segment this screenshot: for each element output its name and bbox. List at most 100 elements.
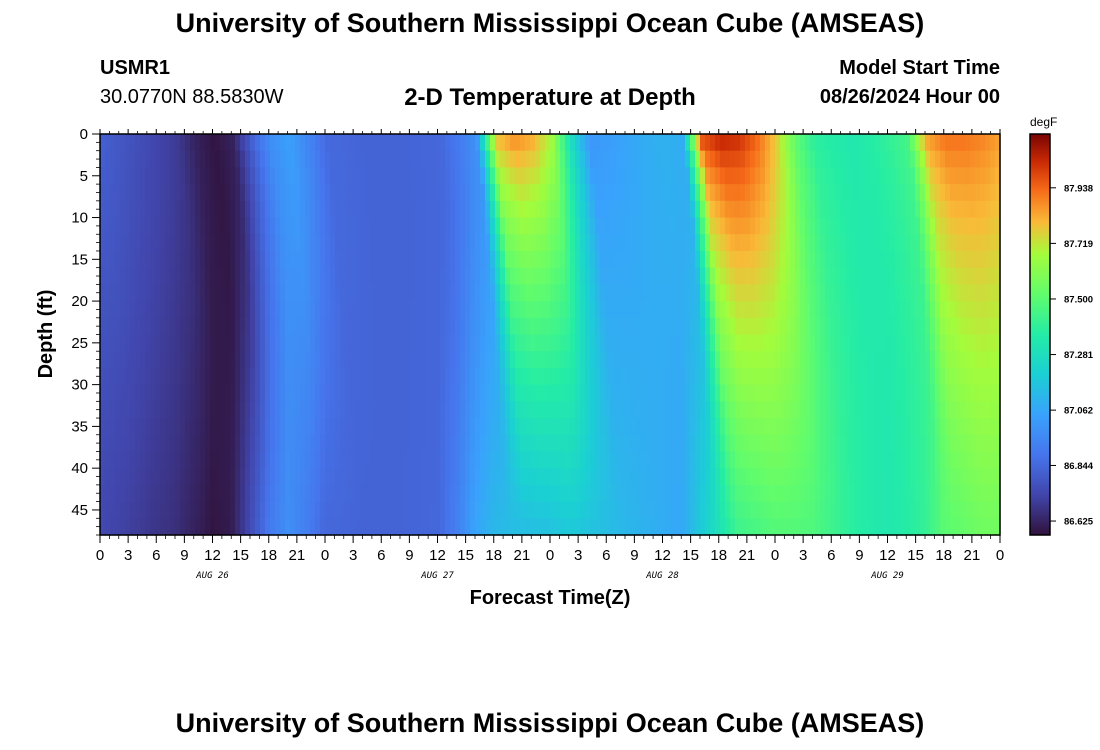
heatmap-cell (815, 401, 821, 419)
heatmap-cell (730, 134, 736, 152)
heatmap-cell (900, 367, 906, 386)
heatmap-cell (955, 234, 961, 252)
day-label: AUG 29 (870, 571, 904, 581)
heatmap-cell (575, 384, 581, 402)
heatmap-cell (880, 250, 886, 269)
heatmap-cell (125, 451, 131, 469)
heatmap-cell (240, 150, 246, 169)
heatmap-cell (195, 284, 201, 302)
heatmap-cell (495, 317, 501, 336)
heatmap-cell (695, 284, 701, 302)
heatmap-cell (135, 384, 141, 402)
heatmap-cell (345, 184, 351, 202)
heatmap-cell (890, 167, 896, 185)
heatmap-cell (555, 184, 561, 202)
heatmap-cell (395, 401, 401, 419)
heatmap-cell (165, 167, 171, 185)
heatmap-cell (160, 184, 166, 202)
heatmap-cell (735, 334, 741, 352)
heatmap-cell (335, 401, 341, 419)
heatmap-cell (390, 234, 396, 252)
heatmap-cell (345, 451, 351, 469)
heatmap-cell (520, 418, 526, 436)
heatmap-cell (675, 451, 681, 469)
heatmap-cell (995, 234, 1001, 252)
heatmap-cell (340, 284, 346, 302)
heatmap-cell (140, 234, 146, 252)
heatmap-cell (760, 217, 766, 235)
heatmap-cell (170, 501, 176, 519)
heatmap-cell (965, 418, 971, 436)
heatmap-cell (470, 234, 476, 252)
heatmap-cell (500, 468, 506, 486)
heatmap-cell (730, 367, 736, 386)
heatmap-cell (710, 167, 716, 185)
heatmap-cell (530, 217, 536, 235)
heatmap-cell (280, 434, 286, 453)
heatmap-cell (520, 267, 526, 285)
heatmap-cell (450, 468, 456, 486)
heatmap-cell (975, 367, 981, 386)
heatmap-cell (500, 384, 506, 402)
heatmap-cell (800, 267, 806, 285)
heatmap-cell (585, 167, 591, 185)
heatmap-cell (985, 384, 991, 402)
heatmap-cell (490, 267, 496, 285)
heatmap-cell (780, 484, 786, 503)
heatmap-cell (920, 418, 926, 436)
heatmap-cell (305, 250, 311, 269)
heatmap-cell (470, 351, 476, 369)
heatmap-cell (910, 301, 916, 319)
day-label: AUG 27 (420, 571, 454, 581)
heatmap-cell (410, 484, 416, 503)
heatmap-cell (245, 200, 251, 219)
heatmap-cell (340, 351, 346, 369)
heatmap-cell (205, 301, 211, 319)
x-tick-label: 0 (546, 547, 554, 564)
heatmap-cell (735, 200, 741, 219)
heatmap-cell (800, 418, 806, 436)
heatmap-cell (915, 200, 921, 219)
heatmap-cell (460, 401, 466, 419)
heatmap-cell (795, 451, 801, 469)
heatmap-cell (220, 284, 226, 302)
heatmap-cell (575, 418, 581, 436)
heatmap-cell (375, 134, 381, 152)
heatmap-cell (600, 418, 606, 436)
heatmap-cell (825, 418, 831, 436)
heatmap-cell (745, 468, 751, 486)
heatmap-cell (670, 301, 676, 319)
heatmap-cell (125, 184, 131, 202)
heatmap-cell (460, 184, 466, 202)
heatmap-cell (965, 184, 971, 202)
heatmap-cell (415, 200, 421, 219)
heatmap-cell (435, 134, 441, 152)
heatmap-cell (285, 451, 291, 469)
heatmap-cell (870, 501, 876, 519)
heatmap-cell (170, 401, 176, 419)
heatmap-cell (305, 334, 311, 352)
heatmap-cell (605, 484, 611, 503)
heatmap-cell (870, 451, 876, 469)
heatmap-cell (160, 501, 166, 519)
heatmap-cell (970, 418, 976, 436)
heatmap-cell (135, 200, 141, 219)
heatmap-cell (560, 384, 566, 402)
heatmap-cell (210, 167, 216, 185)
heatmap-cell (320, 484, 326, 503)
heatmap-cell (420, 418, 426, 436)
heatmap-cell (440, 451, 446, 469)
heatmap-cell (610, 401, 616, 419)
heatmap-cell (330, 200, 336, 219)
heatmap-cell (820, 384, 826, 402)
heatmap-cell (330, 501, 336, 519)
heatmap-cell (625, 418, 631, 436)
heatmap-cell (420, 284, 426, 302)
heatmap-cell (715, 200, 721, 219)
heatmap-cell (500, 418, 506, 436)
heatmap-cell (945, 334, 951, 352)
heatmap-cell (995, 351, 1001, 369)
heatmap-cell (740, 451, 746, 469)
heatmap-cell (265, 501, 271, 519)
heatmap-cell (580, 234, 586, 252)
